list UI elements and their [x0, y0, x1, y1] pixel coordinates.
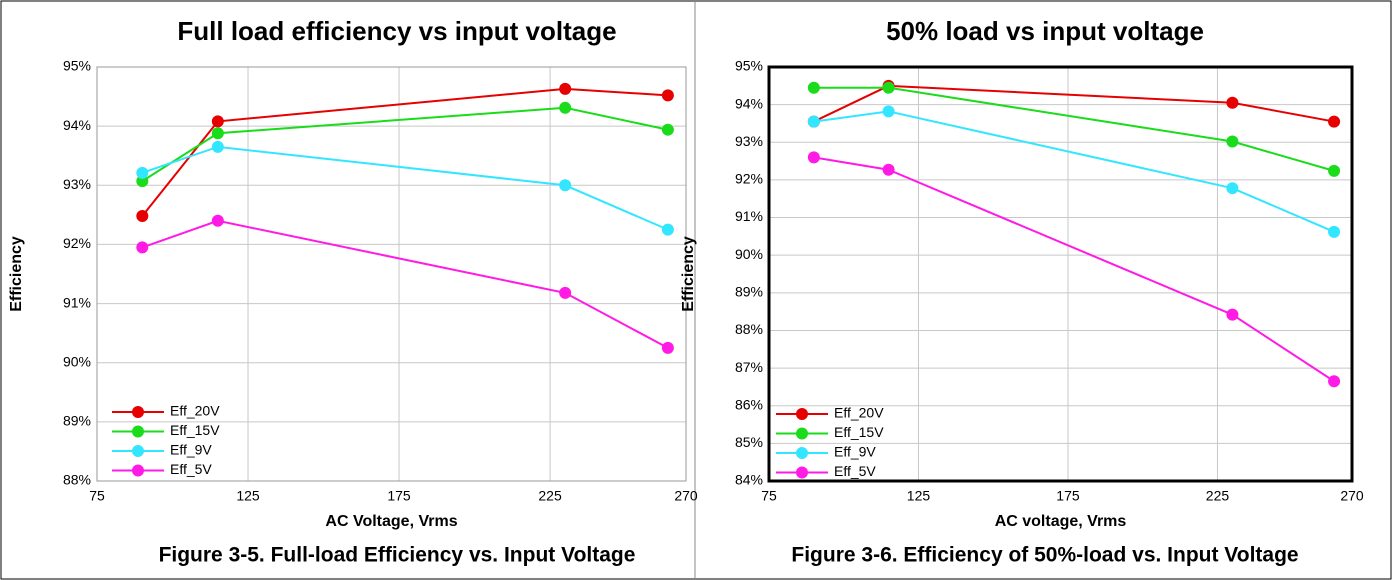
chart-title: 50% load vs input voltage [886, 16, 1204, 46]
plot-border [767, 65, 1354, 483]
data-point [661, 223, 674, 236]
data-point [807, 151, 820, 164]
chart-title: Full load efficiency vs input voltage [177, 16, 616, 46]
x-tick-label: 175 [1056, 488, 1080, 504]
x-axis-label: AC Voltage, Vrms [325, 513, 457, 530]
series-line [141, 87, 668, 217]
y-tick-label: 86% [735, 396, 763, 412]
legend-marker [796, 447, 808, 459]
series-line [141, 145, 669, 231]
y-tick-label: 90% [735, 246, 763, 262]
data-point [211, 127, 224, 140]
data-point [807, 81, 820, 94]
legend-label: Eff_9V [834, 444, 876, 460]
y-tick-label: 87% [735, 359, 763, 375]
y-axis-label: Efficiency [8, 236, 25, 312]
data-point [559, 82, 572, 95]
series-line [813, 86, 1335, 172]
data-point [211, 214, 224, 227]
legend-marker [796, 466, 808, 479]
data-point [661, 89, 674, 102]
data-point [1226, 96, 1239, 109]
y-tick-label: 95% [63, 58, 91, 74]
data-point [136, 166, 149, 179]
y-tick-label: 85% [735, 434, 763, 450]
y-tick-label: 94% [63, 117, 91, 133]
series-line [813, 110, 1335, 233]
data-point [882, 81, 895, 94]
y-tick-label: 89% [735, 284, 763, 300]
x-tick-label: 75 [761, 488, 777, 504]
x-tick-label: 225 [538, 488, 562, 504]
data-point [559, 101, 572, 114]
x-tick-label: 270 [1340, 488, 1364, 504]
y-tick-label: 93% [63, 176, 91, 192]
data-point [882, 105, 895, 118]
data-point [559, 286, 572, 299]
data-point [136, 241, 149, 254]
data-point [1226, 308, 1239, 321]
legend-marker [132, 445, 144, 457]
data-point [807, 115, 820, 128]
data-point [211, 140, 224, 153]
legend-label: Eff_15V [170, 422, 220, 438]
y-tick-label: 84% [735, 472, 763, 488]
x-tick-label: 225 [1206, 488, 1230, 504]
x-tick-label: 75 [89, 488, 105, 504]
data-point [661, 341, 674, 354]
y-tick-label: 88% [63, 472, 91, 488]
legend-marker [132, 425, 144, 438]
data-point [136, 210, 149, 223]
legend-marker [796, 427, 808, 440]
y-tick-label: 92% [63, 235, 91, 251]
data-point [211, 115, 224, 128]
caption: Figure 3-6. Efficiency of 50%-load vs. I… [791, 544, 1298, 567]
x-tick-label: 175 [387, 488, 411, 504]
legend-label: Eff_5V [834, 463, 876, 479]
y-tick-label: 95% [735, 58, 763, 74]
plot-border [96, 66, 687, 482]
data-point [1226, 135, 1239, 148]
y-tick-label: 91% [735, 208, 763, 224]
y-tick-label: 91% [63, 294, 91, 310]
data-point [1226, 182, 1239, 195]
series-line [141, 106, 669, 182]
legend-marker [796, 408, 808, 420]
y-tick-label: 94% [735, 95, 763, 111]
y-tick-label: 92% [735, 171, 763, 187]
legend-marker [132, 464, 144, 477]
y-tick-label: 93% [735, 133, 763, 149]
legend-label: Eff_9V [170, 442, 212, 458]
legend-label: Eff_20V [834, 405, 884, 421]
series-line [141, 219, 669, 349]
legend-marker [132, 406, 144, 418]
y-tick-label: 90% [63, 353, 91, 369]
y-axis-label: Efficiency [680, 236, 697, 312]
legend-label: Eff_15V [834, 424, 884, 440]
series-line [813, 84, 1335, 123]
legend-label: Eff_5V [170, 461, 212, 477]
data-point [1328, 115, 1341, 128]
data-point [559, 179, 572, 192]
legend-label: Eff_20V [170, 403, 220, 419]
data-point [1328, 164, 1341, 177]
data-point [661, 123, 674, 136]
data-point [1328, 375, 1341, 388]
data-point [882, 163, 895, 176]
x-tick-label: 270 [674, 488, 698, 504]
caption: Figure 3-5. Full-load Efficiency vs. Inp… [159, 544, 636, 567]
y-tick-label: 89% [63, 413, 91, 429]
x-axis-label: AC voltage, Vrms [995, 513, 1127, 530]
x-tick-label: 125 [236, 488, 260, 504]
series-line [813, 156, 1335, 383]
data-point [136, 175, 149, 188]
data-point [1328, 225, 1341, 238]
y-tick-label: 88% [735, 321, 763, 337]
x-tick-label: 125 [907, 488, 931, 504]
